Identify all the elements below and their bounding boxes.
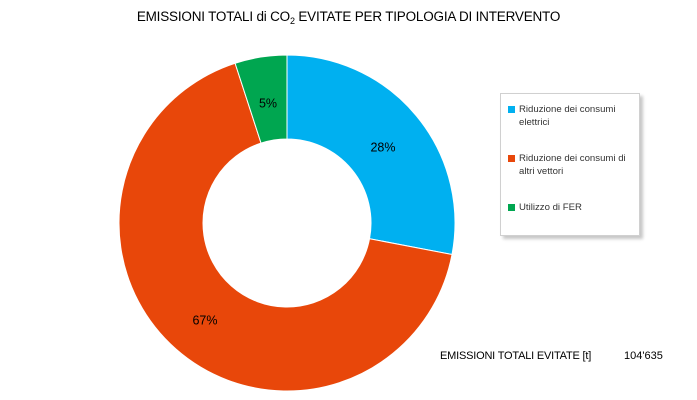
legend-swatch-elettrici xyxy=(508,106,515,113)
legend-item-riduzione-altri-vettori: Riduzione dei consumi di altri vettori xyxy=(508,152,638,178)
legend-label-fer: Utilizzo di FER xyxy=(519,202,582,213)
legend: Riduzione dei consumi elettrici Riduzion… xyxy=(500,93,640,236)
donut-slice-2 xyxy=(234,54,288,144)
data-label-2: 5% xyxy=(259,96,277,110)
legend-item-utilizzo-fer: Utilizzo di FER xyxy=(508,201,638,214)
legend-item-riduzione-elettrici: Riduzione dei consumi elettrici xyxy=(508,103,638,129)
donut-slice-1 xyxy=(118,62,453,392)
totals-value: 104'635 xyxy=(624,350,663,362)
totals-label: EMISSIONI TOTALI EVITATE [t] xyxy=(440,350,592,362)
chart-title: EMISSIONI TOTALI di CO2 EVITATE PER TIPO… xyxy=(0,9,697,26)
data-label-0: 28% xyxy=(370,140,395,154)
legend-label-altri-vettori: Riduzione dei consumi di altri vettori xyxy=(519,153,626,177)
chart-title-rest: EVITATE PER TIPOLOGIA DI INTERVENTO xyxy=(294,9,561,24)
data-label-1: 67% xyxy=(192,313,217,327)
chart-title-subscript: 2 xyxy=(289,16,295,26)
legend-label-elettrici: Riduzione dei consumi elettrici xyxy=(519,104,616,128)
chart-title-main: EMISSIONI TOTALI di CO xyxy=(136,9,290,24)
legend-swatch-fer xyxy=(508,204,515,211)
donut-slice-0 xyxy=(286,54,456,256)
legend-swatch-altri-vettori xyxy=(508,155,515,162)
